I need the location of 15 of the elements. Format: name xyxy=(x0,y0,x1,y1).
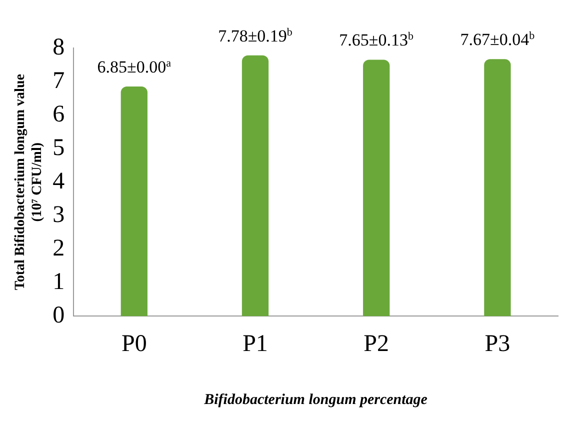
y-tick-label: 2 xyxy=(52,235,65,262)
y-tick-label: 5 xyxy=(52,134,65,161)
x-tick-label: P2 xyxy=(364,330,390,357)
y-axis-title: Total Bifidobacterium longum value (10⁷ CFU/ml) xyxy=(13,74,45,290)
x-tick-label: P3 xyxy=(484,330,510,357)
y-tick-label: 0 xyxy=(52,302,65,328)
y-tick-label: 3 xyxy=(52,202,65,228)
x-tick-label: P0 xyxy=(121,330,147,357)
y-tick-label: 7 xyxy=(52,68,65,94)
y-tick-label: 6 xyxy=(52,101,65,128)
x-axis-title: Bifidobacterium longum percentage xyxy=(203,392,428,408)
y-tick-label: 8 xyxy=(52,34,65,60)
y-tick-label: 4 xyxy=(52,168,65,194)
y-tick-label: 1 xyxy=(52,268,65,295)
x-tick-label: P1 xyxy=(242,330,268,357)
